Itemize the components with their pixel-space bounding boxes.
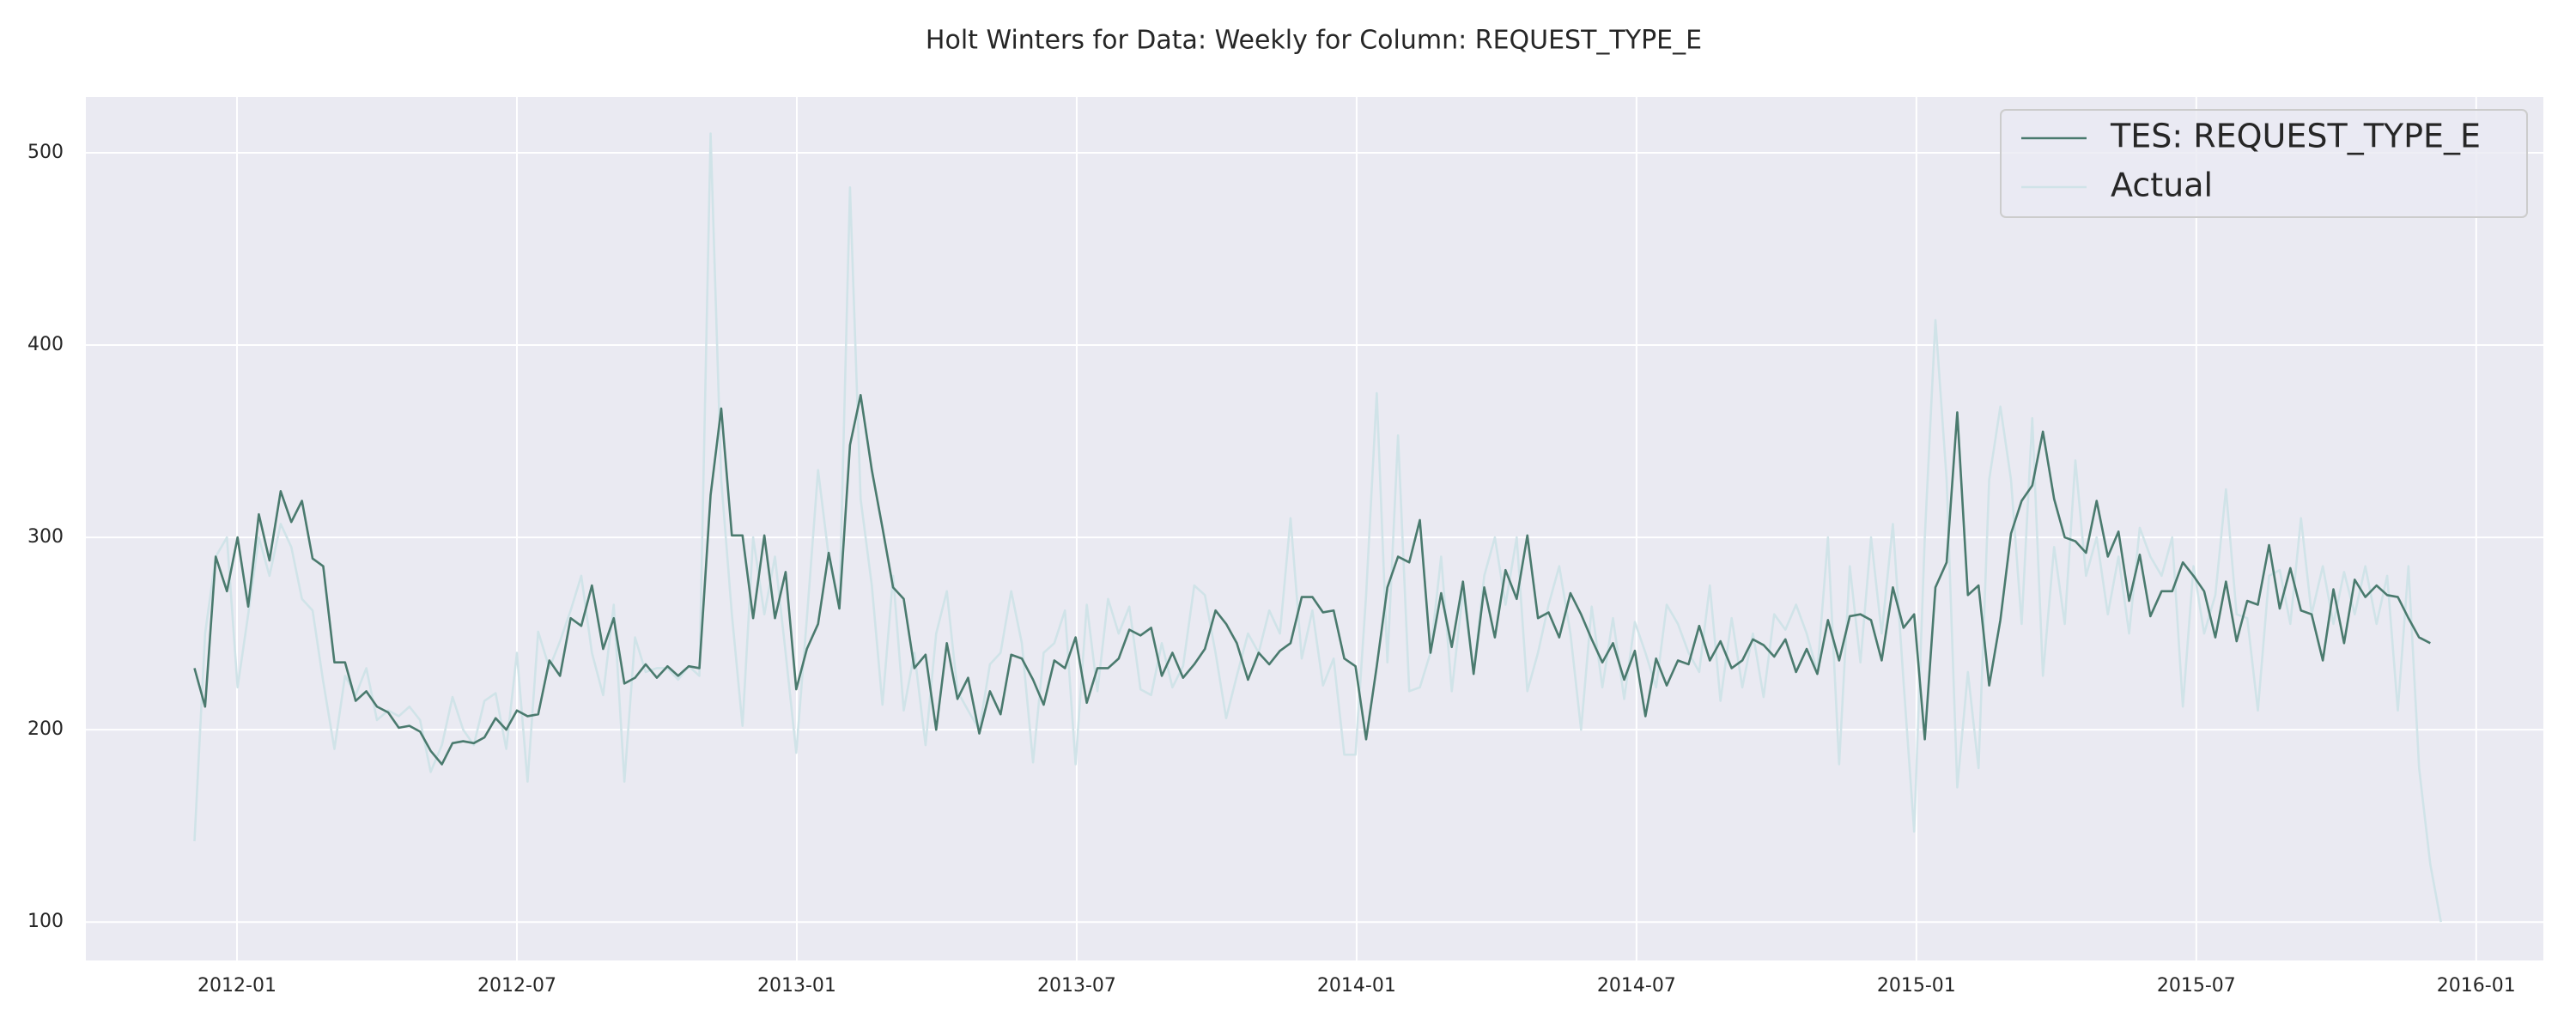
x-tick-label: 2015-01 — [1877, 975, 1956, 997]
x-tick-label: 2016-01 — [2437, 975, 2516, 997]
x-tick-label: 2015-07 — [2157, 975, 2236, 997]
x-tick-label: 2014-07 — [1597, 975, 1676, 997]
x-tick-label: 2013-07 — [1037, 975, 1116, 997]
x-tick-label: 2014-01 — [1317, 975, 1396, 997]
y-tick-label: 100 — [27, 911, 64, 932]
y-tick-label: 200 — [27, 718, 64, 740]
x-tick-label: 2012-07 — [477, 975, 556, 997]
legend-label: TES: REQUEST_TYPE_E — [2110, 118, 2481, 155]
series-line — [193, 393, 2431, 766]
y-tick-label: 400 — [27, 334, 64, 355]
legend-box — [2000, 109, 2528, 218]
x-tick-label: 2012-01 — [197, 975, 276, 997]
chart-title: Holt Winters for Data: Weekly for Column… — [926, 26, 1702, 56]
legend-label: Actual — [2111, 167, 2213, 204]
plot-area — [86, 97, 2543, 960]
series-line — [193, 132, 2442, 923]
y-tick-label: 300 — [27, 526, 64, 548]
x-tick-label: 2013-01 — [757, 975, 836, 997]
y-tick-label: 500 — [27, 142, 64, 163]
